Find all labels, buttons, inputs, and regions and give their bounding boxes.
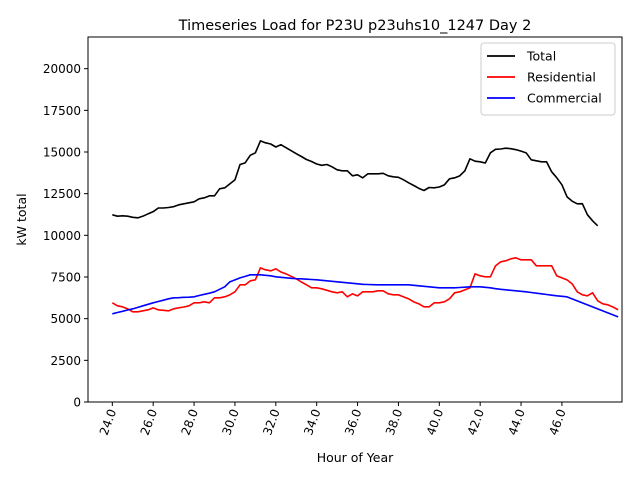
- series-points-commercial: [112, 274, 619, 317]
- y-axis-label: kW total: [14, 193, 29, 245]
- series-line-total: [112, 140, 599, 227]
- legend-label-commercial: Commercial: [527, 91, 602, 106]
- legend: Total Residential Commercial: [480, 42, 616, 116]
- legend-label-residential: Residential: [527, 70, 596, 85]
- chart-title: Timeseries Load for P23U p23uhs10_1247 D…: [178, 18, 532, 34]
- y-tick-label: 5000: [50, 312, 81, 326]
- y-tick-label: 17500: [43, 104, 81, 118]
- series-layer: [111, 140, 619, 318]
- y-tick-label: 12500: [43, 187, 81, 201]
- series-line-commercial: [112, 274, 619, 318]
- legend-frame: [480, 42, 616, 116]
- y-tick-label: 20000: [43, 62, 81, 76]
- x-axis-label: Hour of Year: [317, 450, 394, 465]
- legend-label-total: Total: [526, 49, 556, 64]
- y-tick-label: 0: [73, 396, 81, 410]
- y-tick-label: 2500: [50, 354, 81, 368]
- series-points-residential: [112, 257, 619, 312]
- y-tick-label: 10000: [43, 229, 81, 243]
- y-tick-label: 7500: [50, 271, 81, 285]
- series-points-total: [112, 140, 598, 226]
- series-line-residential: [111, 257, 619, 313]
- y-axis: 0 2500 5000 7500 10000 12500 15000 17500 20000: [43, 62, 88, 410]
- y-tick-label: 15000: [43, 146, 81, 160]
